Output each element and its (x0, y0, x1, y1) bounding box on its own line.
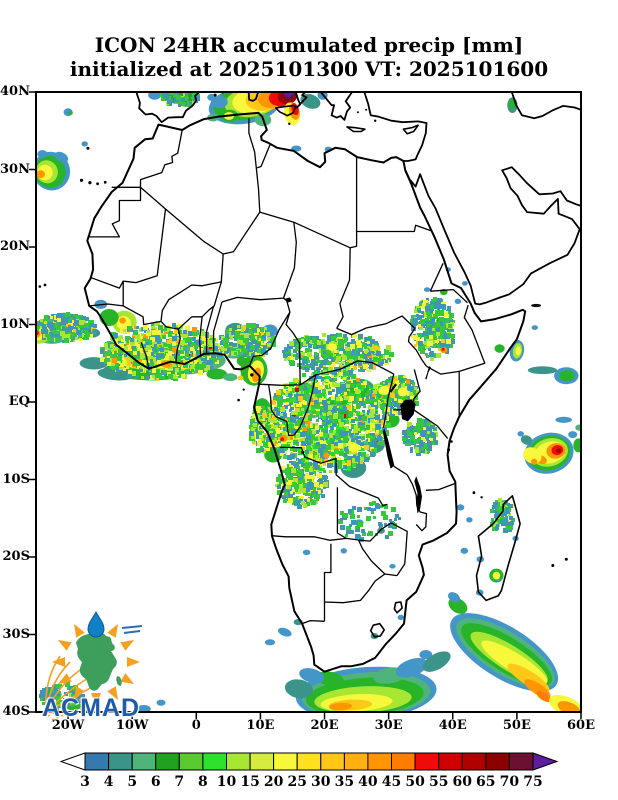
colorbar-label-3: 3 (80, 774, 90, 790)
sun-ray (127, 657, 140, 667)
colorbar-label-60: 60 (453, 774, 473, 790)
colorbar-cell (178, 752, 204, 771)
colorbar-label-10: 10 (217, 774, 237, 790)
colorbar-cell (273, 752, 298, 771)
tick-marks (29, 91, 582, 719)
title-line1: ICON 24HR accumulated precip [mm] (94, 33, 524, 57)
sun-ray (57, 673, 72, 684)
colorbar-label-55: 55 (429, 774, 448, 790)
colorbar-cell (320, 752, 345, 771)
colorbar: 3 4 5 6 7 8 10 15 20 25 30 35 40 45 50 55 60 65 70 75 (59, 752, 559, 790)
colorbar-right-arrow (532, 752, 559, 771)
africa-silhouette-icon (76, 632, 117, 691)
colorbar-label-6: 6 (151, 774, 161, 790)
page-title: ICON 24HR accumulated precip [mm] initia… (0, 33, 618, 81)
sun-ray (91, 693, 101, 706)
colorbar-cell (249, 752, 275, 771)
water-drop-icon (87, 610, 105, 638)
sun-ray (107, 686, 118, 701)
colorbar-label-75: 75 (523, 774, 542, 790)
colorbar-label-65: 65 (476, 774, 495, 790)
colorbar-label-4: 4 (104, 774, 114, 790)
precip-layer (36, 92, 581, 712)
colorbar-cell (461, 752, 487, 771)
colorbar-label-50: 50 (405, 774, 425, 790)
colorbar-cell (343, 752, 369, 771)
madagascar-icon (116, 676, 122, 686)
logo-fine-print (121, 625, 143, 634)
colorbar-cell (508, 752, 534, 771)
colorbar-label-5: 5 (127, 774, 137, 790)
colorbar-cell (131, 752, 157, 771)
colorbar-label-30: 30 (311, 774, 331, 790)
colorbar-cell (226, 752, 251, 771)
acmad-logo: ACMAD (36, 610, 156, 730)
colorbar-cell (438, 752, 463, 771)
sun-ray (120, 673, 135, 684)
colorbar-cell (414, 752, 440, 771)
colorbar-label-45: 45 (382, 774, 401, 790)
colorbar-label-70: 70 (500, 774, 520, 790)
title-line2: initialized at 2025101300 VT: 2025101600 (69, 57, 549, 81)
colorbar-label-15: 15 (240, 774, 259, 790)
sun-ray (120, 640, 135, 651)
colorbar-label-35: 35 (335, 774, 354, 790)
colorbar-cell (485, 752, 510, 771)
colorbar-cell (202, 752, 227, 771)
colorbar-cell (155, 752, 180, 771)
colorbar-cell (108, 752, 133, 771)
coastline-layer (83, 92, 581, 673)
colorbar-label-20: 20 (264, 774, 284, 790)
lakes-layer (38, 92, 568, 567)
colorbar-label-8: 8 (198, 774, 208, 790)
sun-ray (74, 623, 85, 638)
colorbar-cell (84, 752, 110, 771)
colorbar-left-arrow (59, 752, 86, 771)
colorbar-cell (367, 752, 392, 771)
colorbar-label-40: 40 (358, 774, 378, 790)
acmad-logo-graphic (44, 610, 143, 721)
acmad-wordmark: ACMAD (42, 694, 141, 722)
colorbar-label-7: 7 (174, 774, 184, 790)
sun-ray (52, 657, 65, 667)
borders-layer (87, 118, 486, 625)
colorbar-label-25: 25 (287, 774, 306, 790)
sun-ray (57, 640, 72, 651)
colorbar-cell (391, 752, 416, 771)
sun-ray (107, 623, 118, 638)
sun-ray (74, 686, 85, 701)
colorbar-cell (296, 752, 322, 771)
